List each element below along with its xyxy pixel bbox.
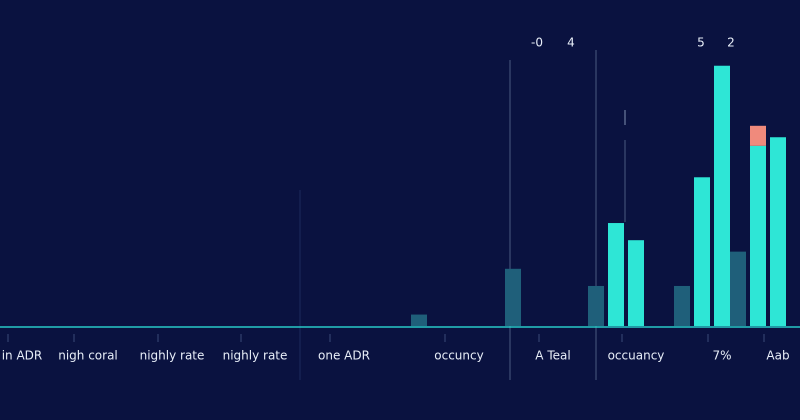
bar — [770, 137, 786, 326]
bar — [411, 314, 427, 326]
bar — [694, 177, 710, 326]
annotation: 4 — [567, 36, 575, 50]
bar — [730, 251, 746, 326]
bar — [750, 145, 766, 326]
bar — [750, 125, 766, 146]
annotation: 2 — [727, 36, 735, 50]
bar — [714, 65, 730, 327]
bar — [588, 285, 604, 326]
x-tick-label: A Teal — [535, 349, 570, 363]
x-tick-label: nighly rate — [223, 349, 288, 363]
bar — [628, 240, 644, 326]
bar — [505, 268, 521, 326]
annotation: 5 — [697, 36, 705, 50]
x-tick-label: Aab — [766, 349, 789, 363]
x-tick-label: in ADR — [2, 349, 43, 363]
x-tick-label: one ADR — [318, 349, 370, 363]
bar — [674, 285, 690, 326]
annotation: -0 — [531, 36, 543, 50]
x-tick-label: nigh coral — [58, 349, 118, 363]
x-tick-label: occuncy — [434, 349, 483, 363]
x-tick-label: occuancy — [608, 349, 665, 363]
x-tick-label: 7% — [712, 349, 731, 363]
x-tick-label: nighly rate — [140, 349, 205, 363]
bar — [608, 223, 624, 326]
